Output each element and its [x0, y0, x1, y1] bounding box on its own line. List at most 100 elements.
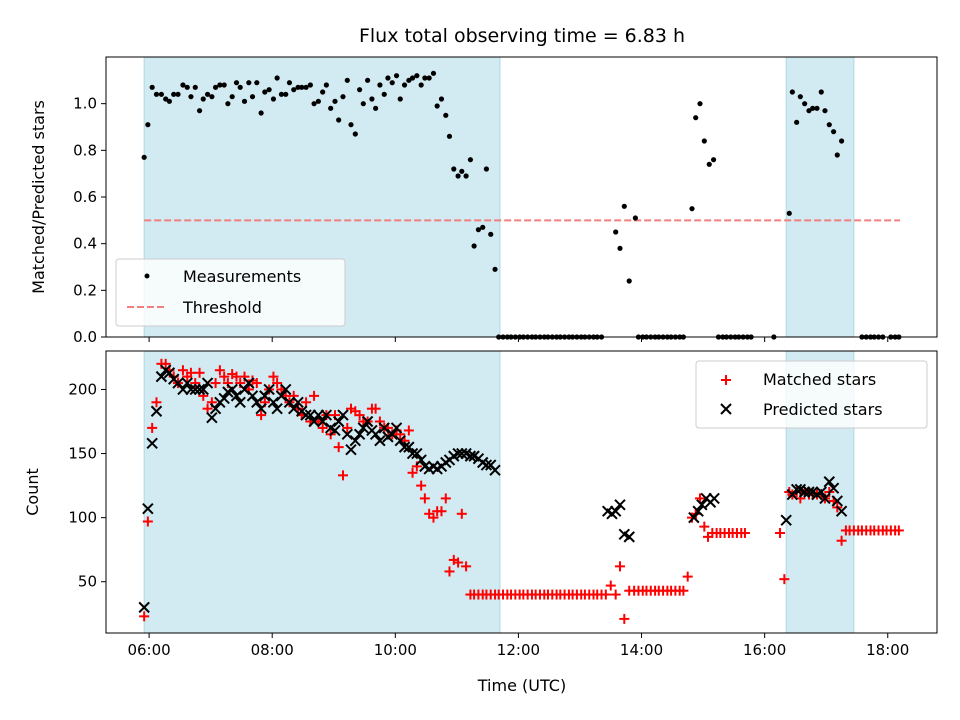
measurement-point: [381, 91, 387, 97]
predicted-star-point: [226, 383, 238, 396]
matched-star-point: [370, 403, 381, 414]
predicted-star-point: [185, 383, 197, 396]
predicted-star-point: [406, 447, 419, 460]
bottom-plot-frame: [105, 350, 938, 634]
predicted-star-point: [251, 396, 263, 408]
measurement-point: [626, 278, 632, 284]
top-y-tick-label-1: 0.2: [73, 281, 97, 299]
measurement-point: [426, 75, 432, 81]
measurement-point: [786, 210, 792, 216]
predicted-star-point: [337, 409, 349, 421]
measurement-point: [291, 87, 297, 93]
measurement-point: [621, 203, 627, 209]
x-axis-label: Time (UTC): [477, 676, 566, 695]
measurement-point: [323, 82, 329, 88]
matched-star-point: [416, 480, 427, 491]
measurement-point: [810, 105, 816, 111]
predicted-star-point: [353, 428, 366, 441]
matched-star-point: [836, 535, 847, 546]
measurement-point: [830, 129, 837, 135]
measurement-point: [443, 112, 449, 118]
bottom-x-tick-label-4: 14:00: [620, 641, 663, 659]
measurement-point: [826, 122, 832, 128]
measurement-point: [249, 94, 256, 100]
measurement-point: [393, 73, 400, 79]
measurement-point: [492, 266, 498, 272]
predicted-star-point: [831, 495, 843, 507]
matched-star-point: [699, 521, 710, 532]
measurement-point: [455, 173, 461, 179]
measurement-point: [180, 82, 186, 88]
predicted-star-point: [146, 437, 158, 449]
bottom-x-tick-label-2: 10:00: [374, 641, 417, 659]
matched-star-point: [160, 358, 171, 369]
measurement-point: [204, 91, 211, 97]
predicted-star-point: [411, 447, 423, 460]
predicted-star-point: [823, 476, 835, 488]
predicted-star-point: [688, 511, 700, 524]
top-plot-frame: [105, 56, 938, 338]
matched-star-point: [407, 467, 418, 478]
measurement-point: [262, 89, 268, 95]
measurement-point: [488, 231, 494, 237]
measurement-point: [406, 77, 412, 83]
measurement-point: [377, 82, 383, 88]
measurement-point: [163, 96, 169, 102]
predicted-star-point: [341, 428, 354, 441]
measurement-point: [706, 161, 712, 167]
predicted-star-point: [283, 396, 296, 408]
measurement-point: [348, 122, 354, 128]
top-axes: 0.0 0.2 0.4 0.6 0.8 1.0: [73, 95, 889, 346]
top-legend-box: [115, 258, 346, 327]
measurement-point: [299, 84, 305, 90]
measurement-point: [418, 82, 424, 88]
measurement-point: [352, 131, 358, 137]
legend-matched-marker: [721, 375, 731, 385]
matched-star-point: [775, 528, 786, 539]
measurement-point: [414, 73, 420, 79]
measurement-point: [797, 94, 803, 100]
measurement-point: [693, 115, 699, 121]
measurement-point: [475, 227, 482, 233]
matched-star-point: [177, 365, 188, 376]
predicted-star-point: [827, 482, 840, 494]
measurement-point: [149, 84, 155, 90]
measurement-point: [258, 110, 264, 116]
measurement-point: [171, 91, 177, 97]
measurement-point: [209, 94, 215, 100]
measurement-point: [422, 75, 428, 81]
measurement-point: [467, 157, 474, 163]
measurement-point: [483, 166, 490, 172]
predicted-star-point: [155, 370, 168, 383]
measurement-point: [145, 122, 151, 128]
measurement-point: [838, 138, 845, 144]
matched-star-point: [403, 425, 414, 436]
matched-star-point: [333, 442, 344, 453]
matched-star-point: [440, 493, 451, 504]
measurement-point: [283, 91, 289, 97]
matched-star-point: [779, 574, 790, 585]
measurement-point: [286, 80, 293, 86]
legend-predicted-label: Predicted stars: [763, 400, 883, 419]
matched-star-point: [272, 378, 283, 389]
bottom-y-tick-label-3: 200: [68, 380, 97, 398]
measurement-point: [212, 84, 219, 90]
measurement-point: [188, 94, 194, 100]
predicted-star-point: [369, 428, 382, 441]
measurement-point: [336, 117, 342, 123]
predicted-star-point: [234, 396, 246, 408]
predicted-star-point: [150, 405, 163, 417]
predicted-star-point: [218, 392, 230, 405]
predicted-star-point: [201, 377, 214, 389]
measurement-point: [233, 80, 240, 86]
predicted-star-point: [230, 390, 243, 402]
matched-star-point: [185, 367, 196, 378]
measurement-point: [315, 98, 321, 104]
predicted-star-point: [790, 483, 803, 496]
matched-star-point: [309, 390, 320, 401]
measurement-point: [246, 80, 252, 86]
matched-star-point: [214, 365, 225, 376]
predicted-star-point: [197, 383, 209, 396]
top-y-tick-label-3: 0.6: [73, 188, 97, 206]
